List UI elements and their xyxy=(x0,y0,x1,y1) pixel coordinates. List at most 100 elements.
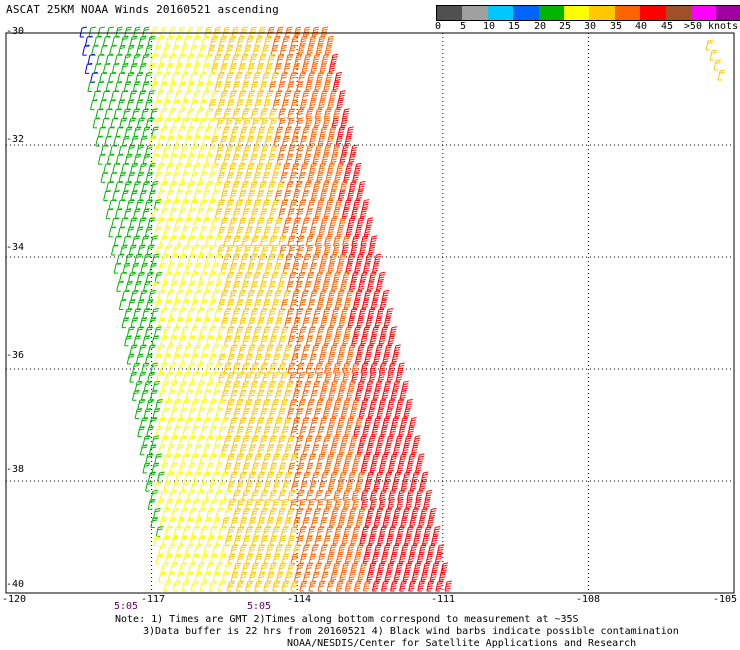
wind-barb xyxy=(200,526,208,538)
wind-barb xyxy=(160,462,169,474)
wind-barb xyxy=(164,426,172,438)
wind-barb xyxy=(211,344,219,356)
wind-barb xyxy=(153,44,162,56)
wind-barb xyxy=(147,371,155,383)
wind-barb xyxy=(169,335,178,347)
wind-barb xyxy=(351,498,360,510)
wind-barb xyxy=(287,208,295,220)
wind-barb xyxy=(129,344,137,356)
wind-barb xyxy=(149,389,158,401)
wind-barb xyxy=(298,526,307,538)
wind-barb xyxy=(229,344,238,356)
wind-barb xyxy=(238,90,246,102)
wind-barb xyxy=(223,435,232,447)
wind-barb xyxy=(199,580,208,592)
wind-barb xyxy=(324,462,332,474)
wind-barb xyxy=(114,180,123,192)
wind-barb xyxy=(369,235,378,247)
wind-barb xyxy=(93,35,102,47)
wind-barb xyxy=(156,162,165,174)
wind-barb xyxy=(333,489,341,501)
wind-barb xyxy=(334,526,343,538)
wind-barb xyxy=(288,371,297,383)
wind-barb xyxy=(327,480,336,492)
wind-barb xyxy=(197,535,206,547)
wind-barb xyxy=(160,253,169,265)
wind-barb xyxy=(397,362,405,374)
wind-barb xyxy=(183,162,192,174)
wind-barb xyxy=(253,298,262,310)
wind-barb xyxy=(241,435,250,447)
lat-label: -38 xyxy=(6,464,25,475)
wind-barb xyxy=(195,180,204,192)
wind-barb xyxy=(168,516,176,528)
wind-barb xyxy=(243,44,252,56)
wind-barb xyxy=(196,380,205,392)
wind-barb xyxy=(269,144,278,156)
wind-barb xyxy=(304,407,313,419)
wind-barb xyxy=(294,180,303,192)
wind-barb xyxy=(242,507,250,519)
wind-barb xyxy=(233,535,242,547)
wind-barb xyxy=(382,516,390,528)
wind-barb xyxy=(367,407,375,419)
wind-barb xyxy=(317,426,325,438)
wind-barb xyxy=(177,26,186,38)
wind-barb xyxy=(375,344,383,356)
wind-barb xyxy=(180,199,189,211)
wind-barb xyxy=(432,526,441,538)
wind-barb xyxy=(224,407,232,419)
wind-barb xyxy=(248,544,256,556)
wind-barb xyxy=(164,371,173,383)
wind-barb xyxy=(328,126,337,138)
wind-barb xyxy=(396,498,404,510)
wind-barb xyxy=(103,162,111,174)
wind-barb xyxy=(401,444,410,456)
wind-barb xyxy=(391,417,399,429)
wind-barb xyxy=(208,271,216,283)
note-line-1: Note: 1) Times are GMT 2)Times along bot… xyxy=(115,614,579,625)
wind-barb xyxy=(334,71,342,83)
wind-barb xyxy=(263,426,271,438)
wind-barb xyxy=(265,189,274,201)
wind-barb xyxy=(245,35,254,47)
wind-barb xyxy=(168,108,177,120)
wind-barb xyxy=(239,544,247,556)
wind-barb xyxy=(143,380,152,392)
wind-barb xyxy=(280,498,289,510)
wind-barb xyxy=(346,417,354,429)
wind-barb xyxy=(231,253,240,265)
wind-barb xyxy=(211,417,220,429)
wind-barb xyxy=(117,99,125,111)
wind-barb xyxy=(187,280,196,292)
wind-barb xyxy=(357,507,366,519)
wind-barb xyxy=(208,580,217,592)
wind-barb xyxy=(406,489,414,501)
wind-barb xyxy=(300,289,309,301)
wind-barb xyxy=(350,562,358,574)
wind-barb xyxy=(410,444,419,456)
wind-barb xyxy=(190,244,199,256)
wind-barb xyxy=(360,489,369,501)
wind-barb xyxy=(123,180,132,192)
wind-barb xyxy=(159,489,168,501)
wind-barb xyxy=(268,108,277,120)
wind-barb xyxy=(217,171,225,183)
wind-barb xyxy=(179,407,187,419)
wind-barb xyxy=(260,117,269,129)
wind-barb xyxy=(155,553,164,565)
wind-barb xyxy=(352,526,360,538)
wind-barb xyxy=(362,326,370,338)
wind-barb xyxy=(285,53,294,65)
wind-barb xyxy=(266,571,275,583)
wind-barb xyxy=(192,35,200,47)
wind-barb xyxy=(301,189,310,201)
wind-barb xyxy=(272,99,280,111)
wind-barb xyxy=(129,90,137,102)
wind-barb xyxy=(351,362,360,374)
wind-barb xyxy=(238,317,247,329)
wind-barb xyxy=(275,516,283,528)
wind-barb xyxy=(210,35,218,47)
wind-barb xyxy=(114,208,123,220)
